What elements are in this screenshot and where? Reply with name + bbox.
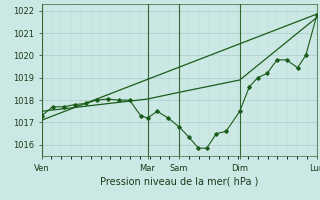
X-axis label: Pression niveau de la mer( hPa ): Pression niveau de la mer( hPa ) — [100, 177, 258, 187]
